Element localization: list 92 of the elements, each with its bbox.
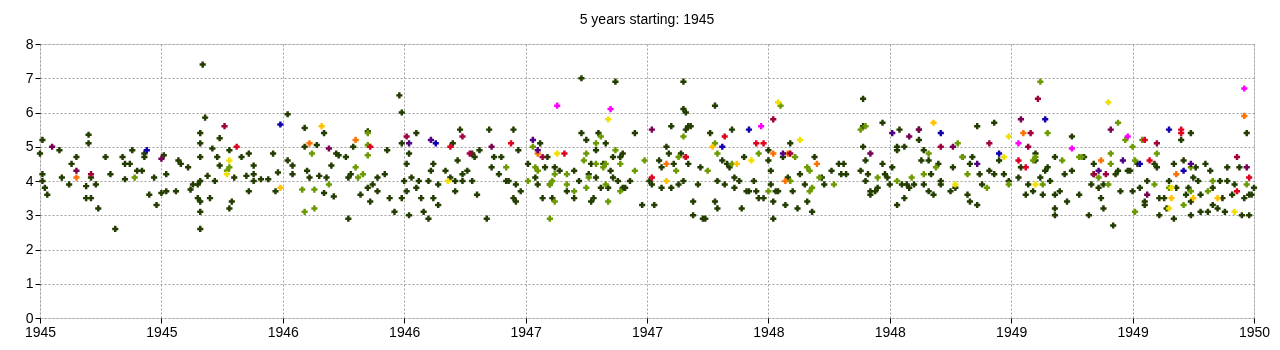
point xyxy=(1005,133,1012,140)
point xyxy=(1144,191,1151,198)
point xyxy=(1173,171,1180,178)
point xyxy=(73,167,80,174)
point xyxy=(867,150,874,157)
point xyxy=(1146,157,1153,164)
point xyxy=(318,123,325,130)
point xyxy=(554,150,561,157)
point xyxy=(432,140,439,147)
point xyxy=(648,174,655,181)
y-tick-label: 4 xyxy=(25,172,34,189)
point xyxy=(1032,181,1039,188)
point xyxy=(507,140,515,147)
point xyxy=(73,174,80,181)
y-tick-label: 3 xyxy=(25,206,34,223)
point xyxy=(748,157,755,164)
point xyxy=(1095,167,1102,174)
point xyxy=(405,140,413,147)
point xyxy=(663,160,670,167)
point xyxy=(986,140,993,147)
point xyxy=(1097,157,1105,164)
point xyxy=(1243,164,1250,171)
point xyxy=(1105,99,1112,106)
x-tick-label: 1949 xyxy=(1117,323,1149,340)
point xyxy=(663,177,670,185)
point xyxy=(1042,116,1049,123)
y-tick-label: 7 xyxy=(25,69,34,86)
x-tick-label: 1950 xyxy=(1238,323,1271,340)
point xyxy=(1068,145,1075,152)
point xyxy=(1119,157,1126,164)
point xyxy=(325,145,333,152)
x-tick-label: 1945 xyxy=(24,323,57,340)
x-tick-label: 1947 xyxy=(510,323,542,340)
point xyxy=(779,150,787,157)
chart-title: 5 years starting: 1945 xyxy=(579,11,715,27)
point xyxy=(1015,140,1022,147)
point xyxy=(561,150,568,157)
y-tick-label: 2 xyxy=(25,241,34,257)
point xyxy=(1246,174,1253,181)
y-tick-label: 0 xyxy=(25,309,34,326)
point xyxy=(753,140,760,147)
point xyxy=(1017,116,1024,123)
point xyxy=(221,123,228,130)
point xyxy=(306,140,313,147)
point xyxy=(930,119,937,126)
y-tick-label: 1 xyxy=(25,275,34,292)
point xyxy=(1022,164,1029,171)
point xyxy=(1153,140,1160,147)
point xyxy=(226,157,233,164)
point xyxy=(1027,129,1034,137)
point xyxy=(1241,85,1248,92)
point xyxy=(745,126,753,133)
point xyxy=(459,133,466,140)
point xyxy=(1231,208,1238,215)
point xyxy=(721,133,728,140)
point xyxy=(488,143,495,150)
point xyxy=(1214,195,1221,202)
point xyxy=(770,150,777,157)
point xyxy=(605,116,612,123)
point xyxy=(719,143,726,150)
point xyxy=(554,102,561,109)
point xyxy=(1107,126,1114,133)
point xyxy=(1168,195,1175,202)
point xyxy=(782,177,789,185)
point xyxy=(277,121,284,128)
y-tick-label: 5 xyxy=(25,138,34,155)
point xyxy=(648,126,655,133)
point xyxy=(1180,167,1187,174)
x-tick-label: 1946 xyxy=(267,323,300,340)
point xyxy=(277,184,284,191)
point xyxy=(995,150,1003,157)
x-tick-label: 1946 xyxy=(389,323,421,340)
point xyxy=(539,153,546,161)
x-tick-label: 1947 xyxy=(631,323,664,340)
point xyxy=(607,105,614,113)
point xyxy=(906,133,913,140)
point xyxy=(352,136,359,143)
point xyxy=(1233,188,1241,195)
point xyxy=(403,133,410,140)
point xyxy=(1241,112,1248,120)
point xyxy=(1165,126,1173,133)
x-tick-label: 1949 xyxy=(996,323,1028,340)
point xyxy=(233,143,240,150)
y-tick-label: 8 xyxy=(25,35,34,52)
point xyxy=(770,116,777,123)
point xyxy=(760,140,767,147)
y-tick-label: 6 xyxy=(25,104,34,120)
x-tick-label: 1945 xyxy=(146,323,178,340)
x-tick-label: 1948 xyxy=(753,323,785,340)
x-tick-label: 1948 xyxy=(874,323,907,340)
point xyxy=(1020,129,1027,137)
point xyxy=(1015,157,1022,164)
